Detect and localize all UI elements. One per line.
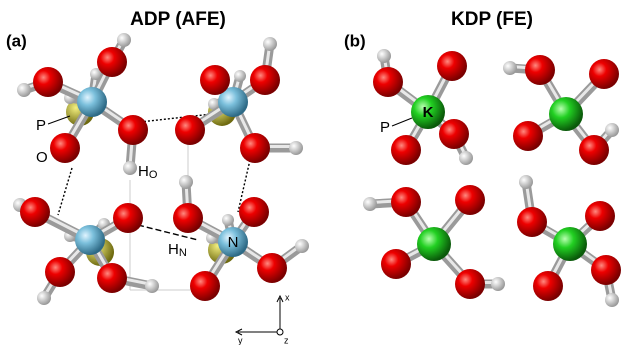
dotted-bond	[58, 168, 72, 215]
oxygen	[250, 65, 280, 95]
hydrogen	[605, 293, 619, 307]
oxygen	[113, 203, 143, 233]
oxygen	[200, 65, 230, 95]
hydrogen	[37, 291, 51, 305]
oxygen	[579, 135, 609, 165]
label-main: H	[168, 241, 179, 258]
oxygen	[437, 51, 467, 81]
oxygen	[118, 115, 148, 145]
label-main: H	[138, 163, 149, 180]
molecules	[13, 33, 621, 307]
axis-label: x	[285, 292, 290, 302]
oxygen	[20, 197, 50, 227]
hydrogen	[295, 239, 309, 253]
oxygen	[533, 271, 563, 301]
hydrogen	[289, 141, 303, 155]
oxygen	[257, 253, 287, 283]
oxygen	[50, 133, 80, 163]
oxygen	[240, 133, 270, 163]
hydrogen	[234, 70, 246, 82]
panel-title: ADP (AFE)	[130, 9, 226, 30]
oxygen	[589, 59, 619, 89]
hydrogen	[503, 61, 517, 75]
atom-label: K	[423, 104, 434, 121]
oxygen	[525, 55, 555, 85]
oxygen	[173, 203, 203, 233]
oxygen	[190, 271, 220, 301]
hydrogen	[519, 175, 533, 189]
atom-label: N	[228, 234, 239, 251]
center-labels: N K	[228, 104, 434, 251]
figure: (a) ADP (AFE) (b) KDP (FE) P O HO HN P x…	[0, 0, 624, 345]
atom-label: P	[36, 117, 46, 134]
panel-tag: (a)	[6, 31, 27, 50]
potassium	[417, 227, 451, 261]
oxygen	[33, 67, 63, 97]
oxygen	[391, 135, 421, 165]
oxygen	[97, 263, 127, 293]
oxygen	[591, 255, 621, 285]
oxygen	[373, 67, 403, 97]
atom-label: HN	[168, 241, 187, 259]
oxygen	[455, 269, 485, 299]
oxygen	[391, 187, 421, 217]
axis-origin	[277, 329, 283, 335]
hydrogen	[145, 279, 159, 293]
potassium	[549, 97, 583, 131]
hydrogen	[605, 123, 619, 137]
panel-tag: (b)	[344, 31, 366, 50]
axes-triad: x y z	[236, 292, 290, 345]
pointer	[48, 116, 70, 124]
oxygen	[439, 119, 469, 149]
hydrogen	[123, 161, 137, 175]
hydrogen	[222, 214, 234, 226]
label-sub: N	[179, 247, 187, 259]
atom-label: P	[380, 119, 390, 136]
oxygen	[175, 115, 205, 145]
pointer	[392, 118, 412, 126]
oxygen	[517, 207, 547, 237]
hydrogen	[263, 37, 277, 51]
label-sub: O	[149, 169, 158, 181]
hydrogen	[117, 33, 131, 47]
nitrogen	[77, 87, 107, 117]
atom-label: O	[36, 149, 48, 166]
oxygen	[45, 257, 75, 287]
oxygen	[97, 47, 127, 77]
axis-label: y	[238, 335, 243, 345]
hydrogen	[377, 49, 391, 63]
hydrogen	[179, 175, 193, 189]
oxygen	[585, 201, 615, 231]
axis-label: z	[284, 335, 289, 345]
hydrogen	[363, 197, 377, 211]
panel-title: KDP (FE)	[451, 9, 533, 30]
oxygen	[381, 249, 411, 279]
hydrogen	[491, 277, 505, 291]
nitrogen	[75, 225, 105, 255]
oxygen	[513, 121, 543, 151]
hydrogen	[17, 83, 31, 97]
oxygen	[239, 197, 269, 227]
potassium	[553, 227, 587, 261]
oxygen	[455, 185, 485, 215]
hydrogen	[459, 151, 473, 165]
atom-label: HO	[138, 163, 158, 181]
